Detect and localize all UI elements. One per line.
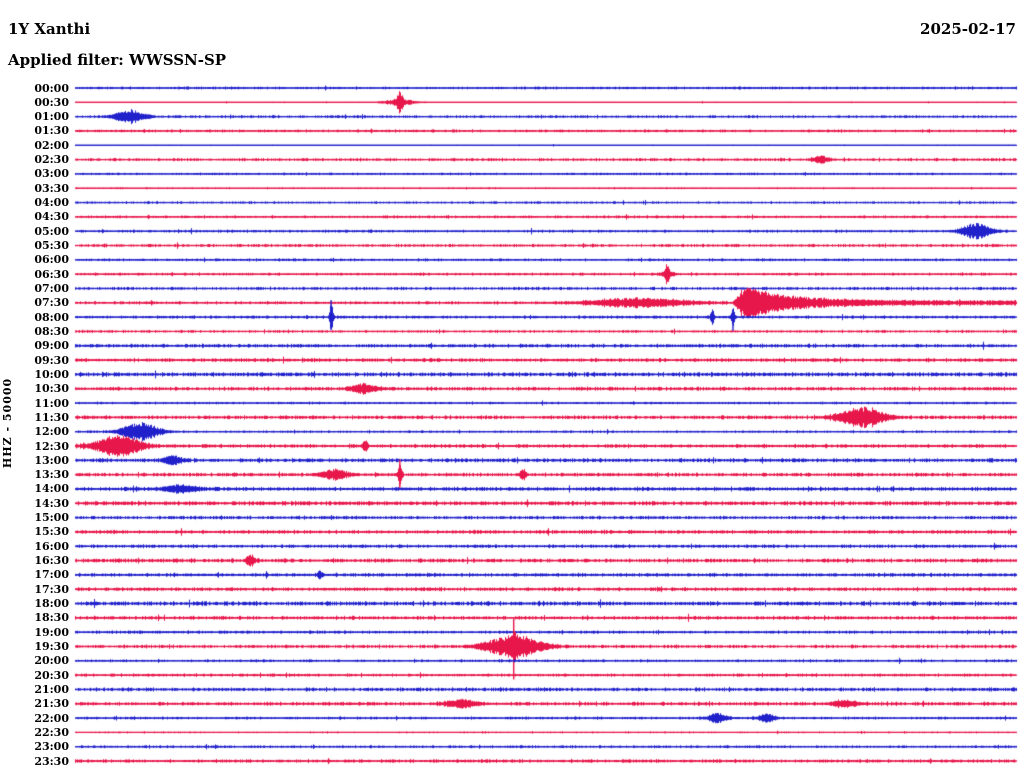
time-label-20:30: 20:30: [34, 668, 69, 682]
time-label-21:00: 21:00: [34, 682, 69, 696]
time-label-22:00: 22:00: [34, 711, 69, 725]
time-label-08:00: 08:00: [34, 310, 69, 324]
time-label-18:30: 18:30: [34, 611, 69, 625]
time-label-16:00: 16:00: [34, 539, 69, 553]
time-label-18:00: 18:00: [34, 597, 69, 611]
time-label-04:30: 04:30: [34, 210, 69, 224]
time-label-23:00: 23:00: [34, 740, 69, 754]
time-label-13:00: 13:00: [34, 453, 69, 467]
time-label-04:00: 04:00: [34, 196, 69, 210]
time-label-00:00: 00:00: [34, 81, 69, 95]
time-label-12:00: 12:00: [34, 425, 69, 439]
time-label-20:00: 20:00: [34, 654, 69, 668]
time-label-10:30: 10:30: [34, 382, 69, 396]
time-label-11:00: 11:00: [34, 396, 69, 410]
time-label-03:30: 03:30: [34, 181, 69, 195]
station-title: 1Y Xanthi: [8, 20, 91, 38]
time-label-21:30: 21:30: [34, 697, 69, 711]
time-label-23:30: 23:30: [34, 754, 69, 768]
time-label-14:30: 14:30: [34, 496, 69, 510]
time-label-06:30: 06:30: [34, 267, 69, 281]
time-label-17:30: 17:30: [34, 582, 69, 596]
time-label-17:00: 17:00: [34, 568, 69, 582]
time-label-19:00: 19:00: [34, 625, 69, 639]
time-label-02:00: 02:00: [34, 138, 69, 152]
time-label-06:00: 06:00: [34, 253, 69, 267]
time-label-01:00: 01:00: [34, 110, 69, 124]
filter-label: Applied filter: WWSSN-SP: [8, 51, 227, 69]
time-label-13:30: 13:30: [34, 468, 69, 482]
time-label-15:30: 15:30: [34, 525, 69, 539]
time-label-10:00: 10:00: [34, 367, 69, 381]
time-label-19:30: 19:30: [34, 639, 69, 653]
time-label-22:30: 22:30: [34, 725, 69, 739]
time-label-09:00: 09:00: [34, 339, 69, 353]
time-label-09:30: 09:30: [34, 353, 69, 367]
time-label-05:30: 05:30: [34, 239, 69, 253]
time-label-16:30: 16:30: [34, 554, 69, 568]
time-label-11:30: 11:30: [34, 410, 69, 424]
time-label-15:00: 15:00: [34, 511, 69, 525]
time-label-03:00: 03:00: [34, 167, 69, 181]
time-label-00:30: 00:30: [34, 95, 69, 109]
time-label-08:30: 08:30: [34, 324, 69, 338]
time-label-05:00: 05:00: [34, 224, 69, 238]
time-label-01:30: 01:30: [34, 124, 69, 138]
time-label-14:00: 14:00: [34, 482, 69, 496]
date-label: 2025-02-17: [920, 20, 1016, 38]
time-label-07:00: 07:00: [34, 281, 69, 295]
time-label-12:30: 12:30: [34, 439, 69, 453]
time-label-07:30: 07:30: [34, 296, 69, 310]
time-label-02:30: 02:30: [34, 153, 69, 167]
